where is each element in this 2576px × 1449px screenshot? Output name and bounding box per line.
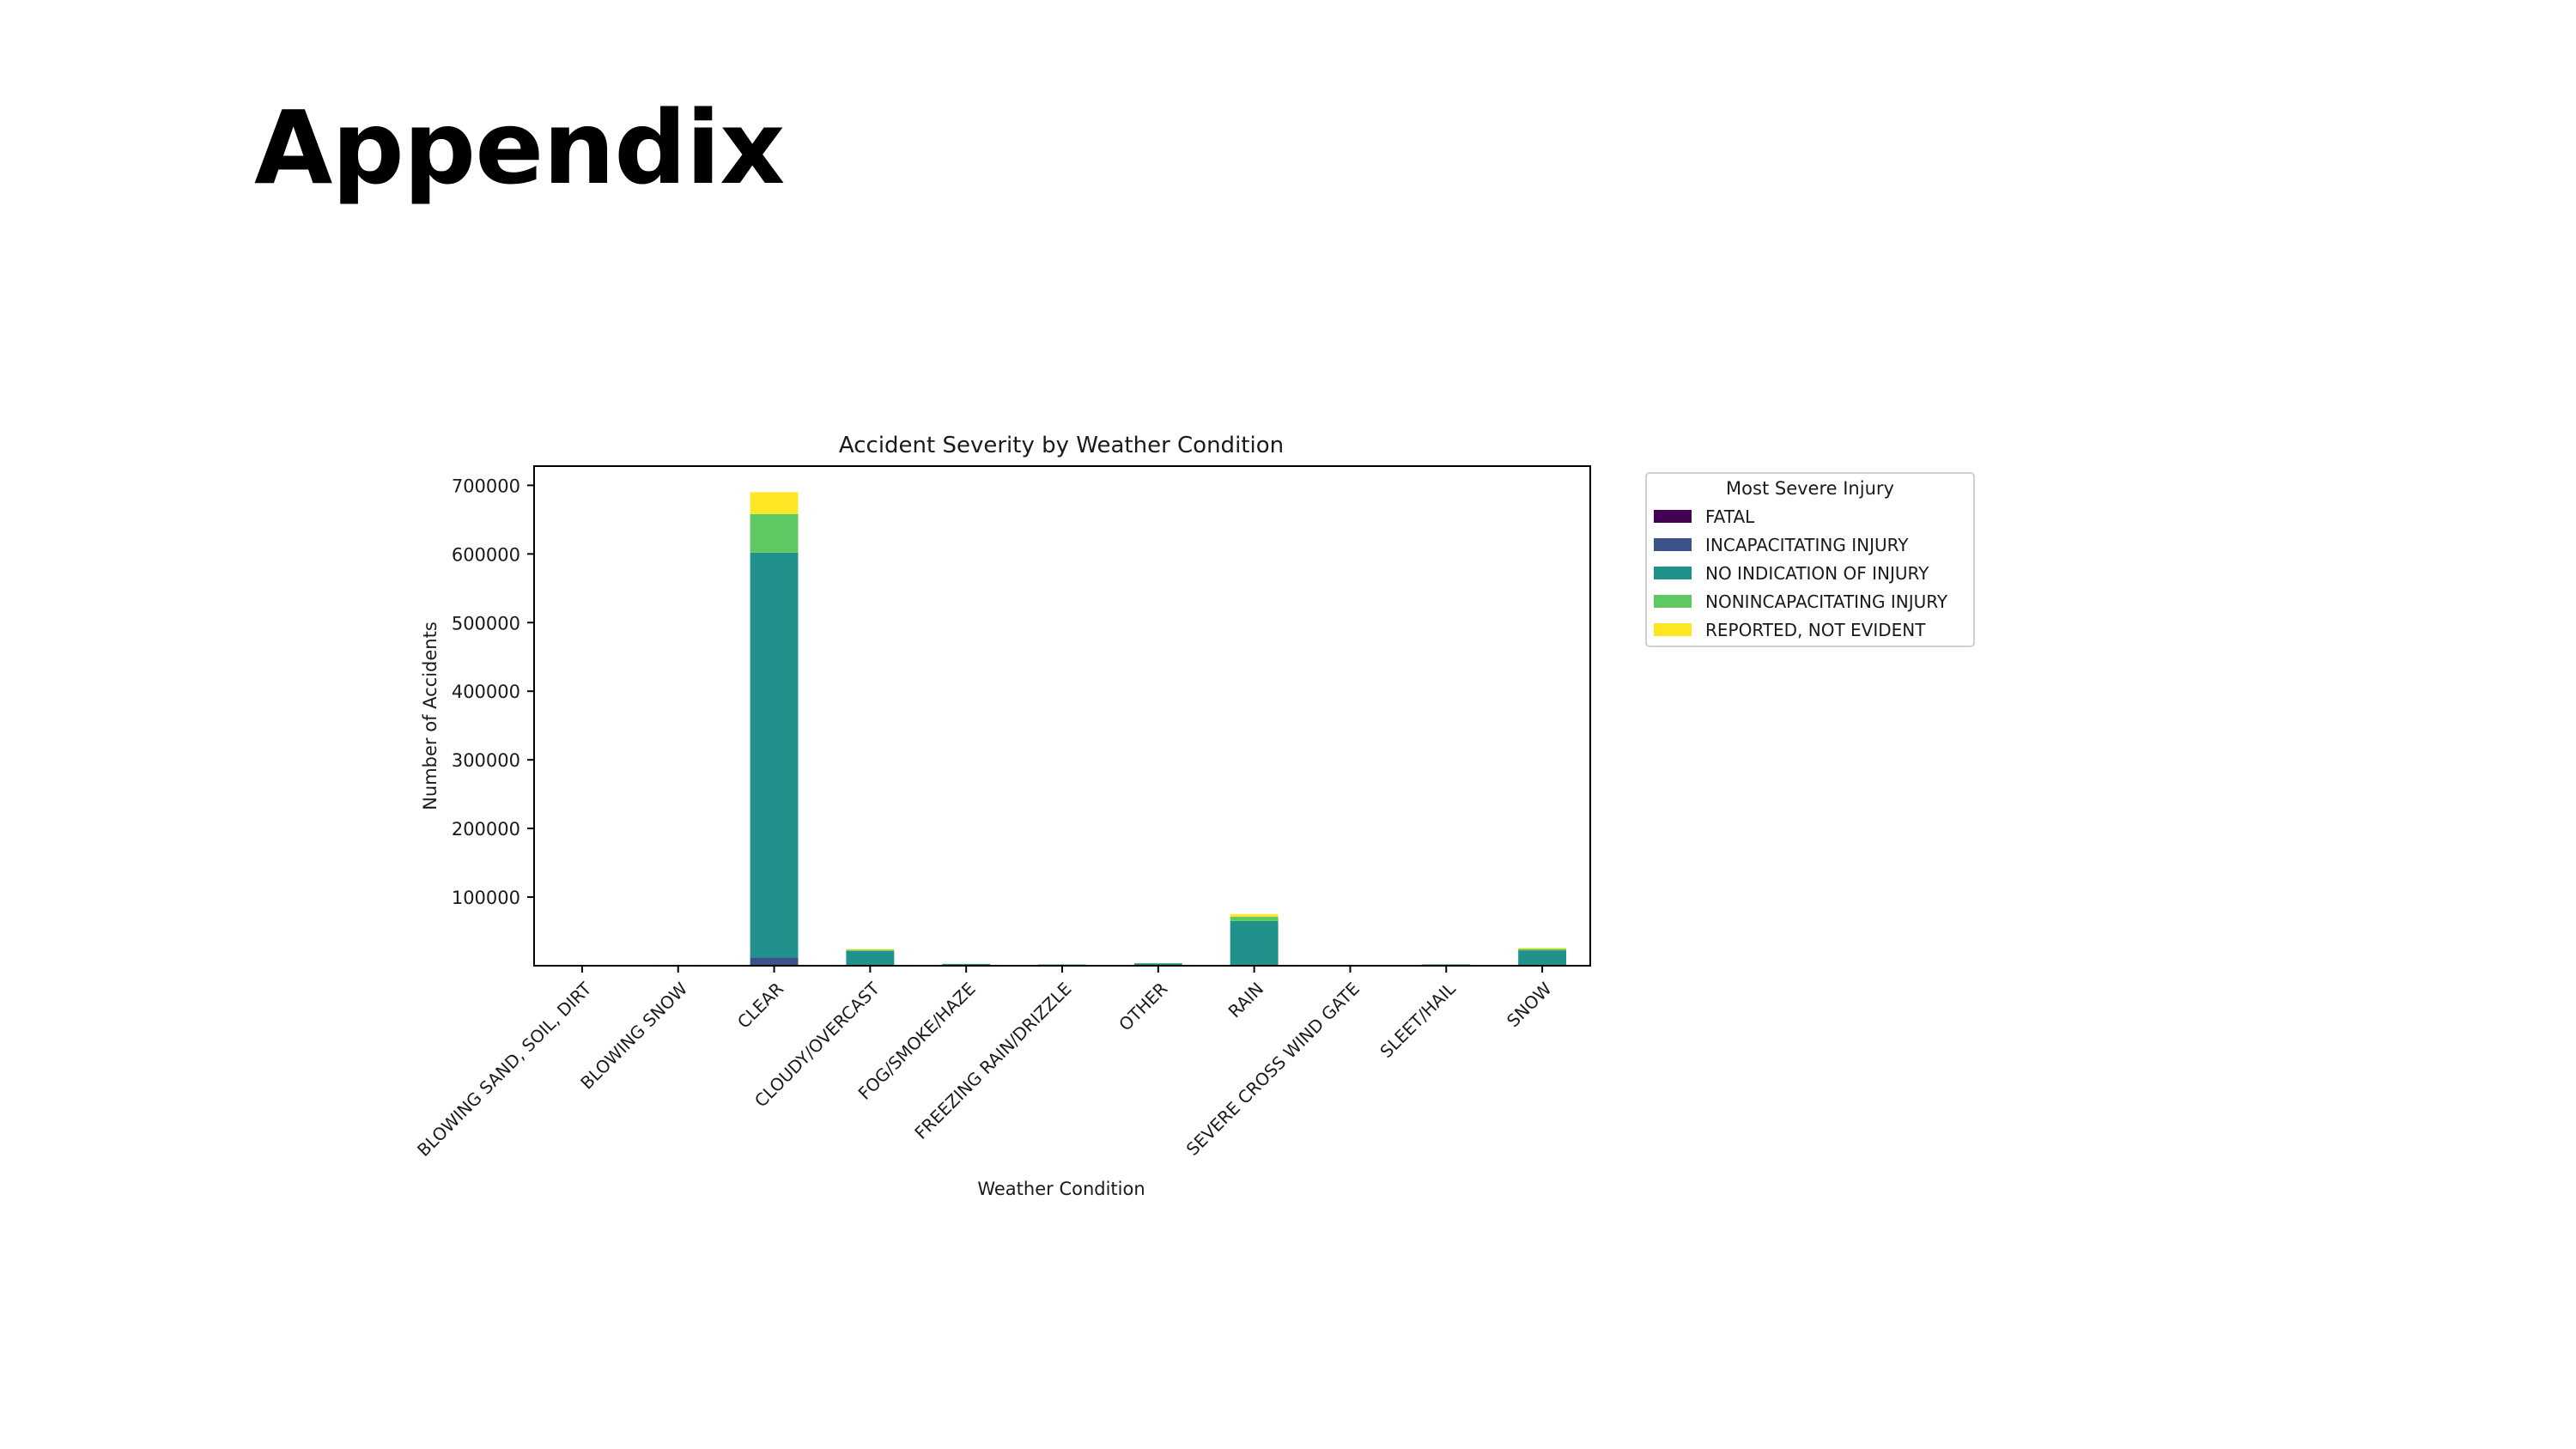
bar-segment-2-1 xyxy=(750,957,799,966)
bar-segment-3-3 xyxy=(846,949,895,951)
bar-segment-3-2 xyxy=(846,950,895,966)
slide-title: Appendix xyxy=(254,88,785,207)
x-tick-label: SEVERE CROSS WIND GATE xyxy=(1182,979,1364,1160)
plot-frame xyxy=(533,465,1591,967)
legend-swatch xyxy=(1654,538,1692,551)
y-tick-label: 400000 xyxy=(452,682,520,702)
legend-swatch xyxy=(1654,595,1692,608)
y-axis: 100000 200000 300000 400000 500000 600000 7000… xyxy=(452,476,534,908)
legend-entry: REPORTED, NOT EVIDENT xyxy=(1705,620,1926,640)
y-tick-label: 100000 xyxy=(452,888,520,908)
chart-title: Accident Severity by Weather Condition xyxy=(839,433,1284,458)
bar-layer xyxy=(557,492,1567,966)
bar-segment-7-2 xyxy=(1230,920,1279,965)
bar-segment-10-2 xyxy=(1518,950,1567,966)
x-tick-label: RAIN xyxy=(1224,979,1268,1022)
legend-entry: FATAL xyxy=(1705,506,1755,527)
legend: Most Severe Injury FATAL INCAPACITATING IN… xyxy=(1645,472,1975,647)
legend-entry: INCAPACITATING INJURY xyxy=(1705,535,1909,555)
legend-box xyxy=(1645,472,1975,647)
bar-segment-6-2 xyxy=(1133,963,1182,966)
x-tick-label: BLOWING SNOW xyxy=(576,978,691,1093)
legend-swatch xyxy=(1654,623,1692,636)
legend-entry: NONINCAPACITATING INJURY xyxy=(1705,591,1948,612)
legend-entry: NO INDICATION OF INJURY xyxy=(1705,563,1929,584)
y-tick-label: 300000 xyxy=(452,750,520,771)
y-tick-label: 200000 xyxy=(452,819,520,840)
y-tick-label: 500000 xyxy=(452,613,520,634)
bar-segment-7-4 xyxy=(1230,913,1279,918)
x-tick-label: BLOWING SAND, SOIL, DIRT xyxy=(413,978,596,1161)
bar-segment-2-3 xyxy=(750,513,799,553)
legend-title: Most Severe Injury xyxy=(1726,478,1894,499)
x-axis-label: Weather Condition xyxy=(977,1179,1145,1199)
x-tick-label: CLEAR xyxy=(733,978,787,1032)
y-axis-label: Number of Accidents xyxy=(420,621,440,810)
y-tick-label: 700000 xyxy=(452,476,520,496)
y-tick-label: 600000 xyxy=(452,544,520,565)
bar-segment-10-3 xyxy=(1518,949,1567,951)
x-tick-label: OTHER xyxy=(1115,978,1171,1034)
x-tick-label: SNOW xyxy=(1503,978,1556,1031)
bar-segment-4-2 xyxy=(942,964,991,966)
bar-segment-2-2 xyxy=(750,552,799,958)
x-tick-label: FREEZING RAIN/DRIZZLE xyxy=(910,979,1075,1143)
legend-swatch xyxy=(1654,510,1692,523)
x-tick-label: SLEET/HAIL xyxy=(1376,978,1460,1062)
bar-segment-10-4 xyxy=(1518,948,1567,949)
bar-segment-3-4 xyxy=(846,949,895,950)
bar-segment-2-4 xyxy=(750,492,799,514)
bar-segment-7-3 xyxy=(1230,917,1279,921)
legend-swatch xyxy=(1654,567,1692,579)
